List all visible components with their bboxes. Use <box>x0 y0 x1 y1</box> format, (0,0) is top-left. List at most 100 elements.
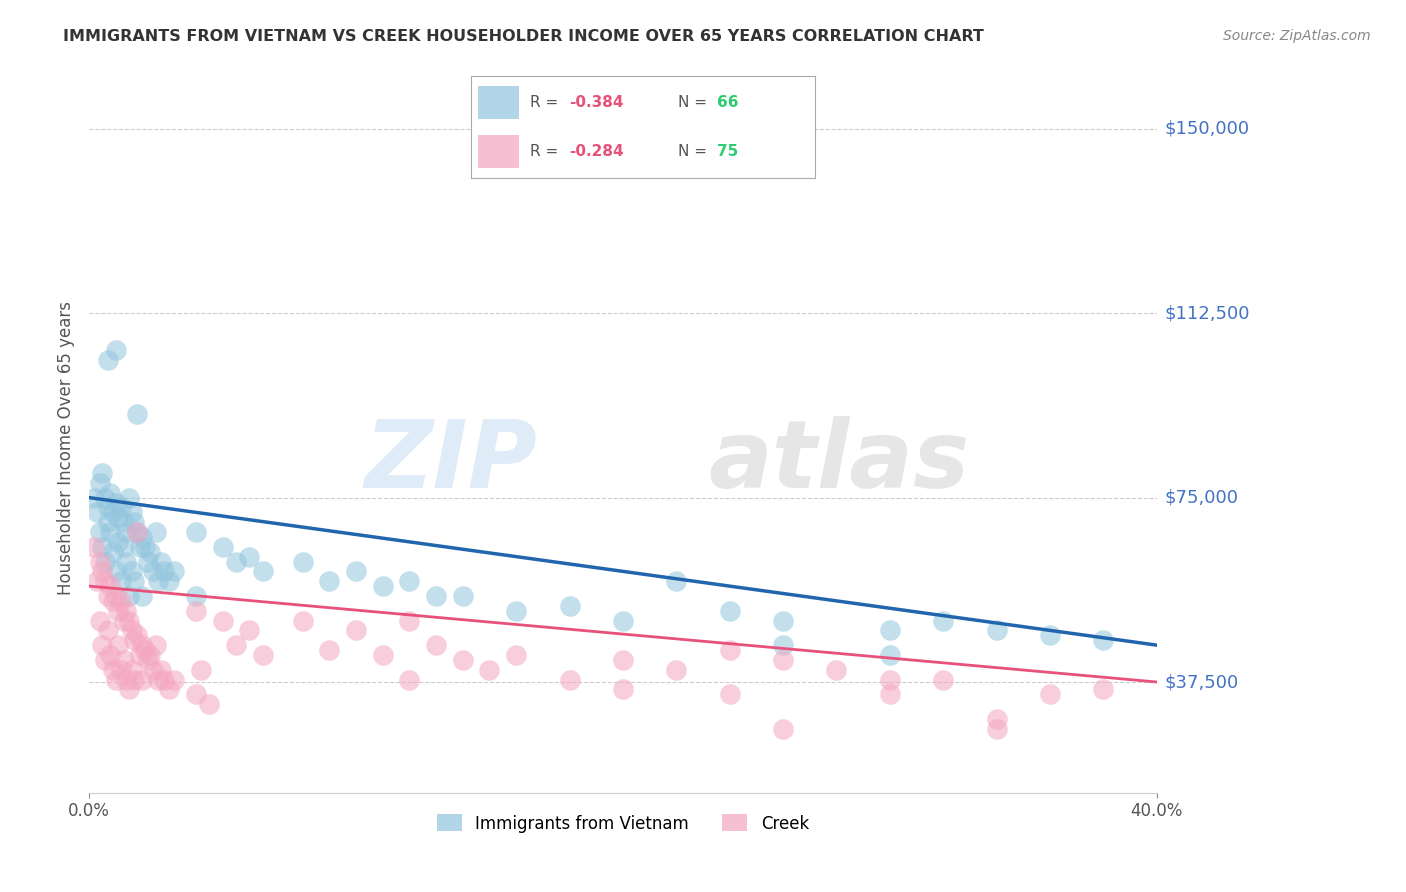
Bar <box>478 136 519 168</box>
Text: IMMIGRANTS FROM VIETNAM VS CREEK HOUSEHOLDER INCOME OVER 65 YEARS CORRELATION CH: IMMIGRANTS FROM VIETNAM VS CREEK HOUSEHO… <box>63 29 984 45</box>
Text: $75,000: $75,000 <box>1164 489 1239 507</box>
Point <box>124 673 146 687</box>
Point <box>932 673 955 687</box>
Text: $37,500: $37,500 <box>1164 673 1239 691</box>
Point <box>879 687 901 701</box>
Legend: Immigrants from Vietnam, Creek: Immigrants from Vietnam, Creek <box>437 814 808 832</box>
Y-axis label: Householder Income Over 65 years: Householder Income Over 65 years <box>58 301 75 596</box>
Point <box>238 624 260 638</box>
Point <box>94 574 117 589</box>
Point <box>94 653 117 667</box>
Point <box>97 352 120 367</box>
Text: $112,500: $112,500 <box>1164 304 1250 322</box>
Point <box>94 555 117 569</box>
Point <box>127 524 149 539</box>
Point <box>101 505 124 519</box>
Point <box>291 614 314 628</box>
Point <box>86 505 108 519</box>
Point <box>211 540 233 554</box>
Point <box>772 614 794 628</box>
Point <box>157 574 180 589</box>
Point <box>558 673 581 687</box>
Point <box>932 614 955 628</box>
Point <box>150 555 173 569</box>
Point <box>89 555 111 569</box>
Point <box>879 648 901 662</box>
Text: Source: ZipAtlas.com: Source: ZipAtlas.com <box>1223 29 1371 44</box>
Point <box>879 673 901 687</box>
Point <box>115 555 138 569</box>
Point <box>104 343 127 357</box>
Point <box>665 663 688 677</box>
Point <box>153 673 176 687</box>
Point <box>127 524 149 539</box>
Point <box>825 663 848 677</box>
Point <box>505 604 527 618</box>
Point <box>101 663 124 677</box>
Point <box>190 663 212 677</box>
Point <box>121 565 143 579</box>
Point <box>91 565 114 579</box>
Point <box>145 524 167 539</box>
Text: N =: N = <box>678 95 711 110</box>
Point <box>986 712 1008 726</box>
Point <box>131 638 153 652</box>
Point <box>121 624 143 638</box>
Point <box>163 565 186 579</box>
Point <box>91 540 114 554</box>
Point <box>91 638 114 652</box>
Point <box>134 540 156 554</box>
Point <box>425 638 447 652</box>
Point <box>145 638 167 652</box>
Point <box>142 565 165 579</box>
Point <box>1092 633 1115 648</box>
Point <box>398 673 420 687</box>
Point <box>986 722 1008 736</box>
Point <box>211 614 233 628</box>
Point <box>97 624 120 638</box>
Point <box>986 624 1008 638</box>
Point <box>112 614 135 628</box>
Point <box>665 574 688 589</box>
Point <box>1092 682 1115 697</box>
Point <box>184 524 207 539</box>
Point <box>121 663 143 677</box>
Point <box>772 638 794 652</box>
Point <box>225 638 247 652</box>
Point <box>478 663 501 677</box>
Point <box>225 555 247 569</box>
Point <box>115 604 138 618</box>
Point <box>1039 628 1062 642</box>
Text: N =: N = <box>678 145 711 160</box>
Text: R =: R = <box>530 145 562 160</box>
Point <box>139 544 162 558</box>
Point <box>131 589 153 603</box>
Point <box>118 589 141 603</box>
Point <box>153 565 176 579</box>
Point <box>124 574 146 589</box>
Point <box>139 648 162 662</box>
Point <box>131 530 153 544</box>
Text: 66: 66 <box>717 95 738 110</box>
Point <box>94 491 117 505</box>
Point <box>344 565 367 579</box>
Point <box>718 687 741 701</box>
Point <box>505 648 527 662</box>
Text: atlas: atlas <box>709 417 970 508</box>
Point <box>100 579 122 593</box>
Point <box>110 574 132 589</box>
Point <box>83 540 105 554</box>
Point <box>148 673 170 687</box>
Point <box>238 549 260 564</box>
Point <box>101 594 124 608</box>
Point <box>425 589 447 603</box>
Point <box>107 510 129 524</box>
Point <box>127 407 149 421</box>
Point <box>112 540 135 554</box>
Point <box>104 565 127 579</box>
Point <box>371 579 394 593</box>
Text: -0.384: -0.384 <box>569 95 624 110</box>
Point <box>115 673 138 687</box>
Point <box>107 534 129 549</box>
Point <box>772 653 794 667</box>
